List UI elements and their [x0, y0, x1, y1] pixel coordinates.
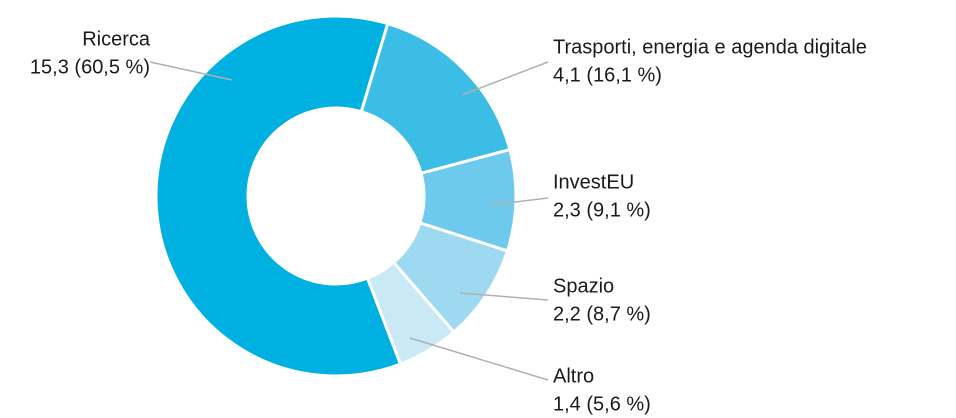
slice-label: Trasporti, energia e agenda digitale — [553, 36, 867, 58]
slice-value-label: 4,1 (16,1 %) — [553, 64, 662, 86]
slice — [359, 21, 512, 176]
slice-label: InvestEU — [553, 171, 634, 193]
leader-line — [489, 197, 549, 206]
slice — [365, 260, 457, 366]
leader-line — [409, 337, 549, 381]
slice-label: Spazio — [553, 275, 614, 297]
slice-value-label: 2,2 (8,7 %) — [553, 303, 651, 325]
slice-value-label: 2,3 (9,1 %) — [553, 199, 651, 221]
slice-label: Ricerca — [82, 28, 151, 50]
labels: Ricerca 15,3 (60,5 %) Trasporti, energia e… — [30, 28, 867, 415]
leader-line — [149, 61, 233, 81]
leader-line — [461, 61, 549, 96]
slice-label: Altro — [553, 365, 594, 387]
slice-value-label: 15,3 (60,5 %) — [30, 56, 150, 78]
leader-line — [459, 292, 549, 301]
slice-value-label: 1,4 (5,6 %) — [553, 393, 651, 415]
slice — [154, 14, 403, 378]
donut — [154, 14, 518, 378]
